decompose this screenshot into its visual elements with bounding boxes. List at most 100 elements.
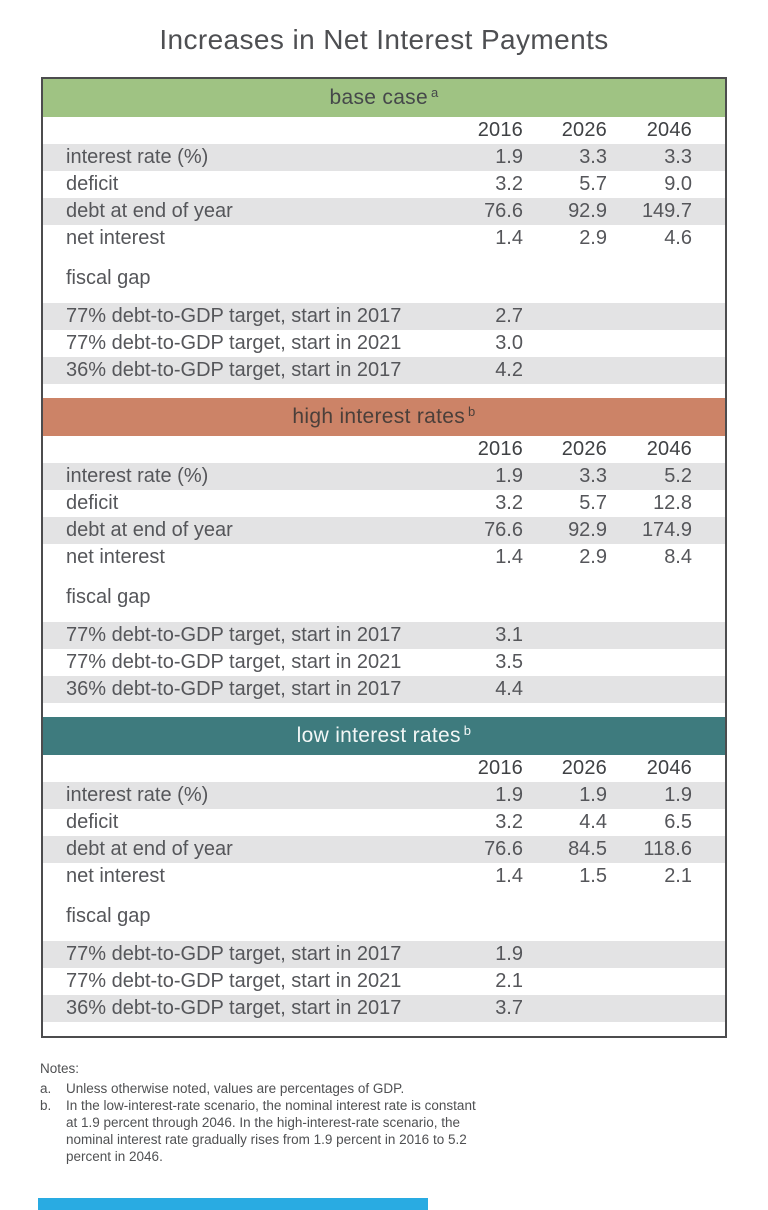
column-header-year: 2046 xyxy=(646,438,692,460)
cell-value: 6.5 xyxy=(664,811,692,833)
cell-value: 2.9 xyxy=(579,227,607,249)
note-text: In the low-interest-rate scenario, the n… xyxy=(66,1098,476,1164)
table-row: interest rate (%) 1.9 3.3 3.3 xyxy=(43,144,725,171)
table-row: interest rate (%) 1.9 3.3 5.2 xyxy=(43,463,725,490)
page-title: Increases in Net Interest Payments xyxy=(159,24,609,55)
section-header-label: base case xyxy=(329,86,428,109)
row-label: debt at end of year xyxy=(66,200,233,222)
table-row: 36% debt-to-GDP target, start in 2017 4.2 xyxy=(43,357,725,384)
column-header-year: 2046 xyxy=(646,119,692,141)
table-row: 36% debt-to-GDP target, start in 2017 4.4 xyxy=(43,676,725,703)
spacer xyxy=(43,571,725,584)
table-row: 36% debt-to-GDP target, start in 2017 3.7 xyxy=(43,995,725,1022)
note-text: Unless otherwise noted, values are perce… xyxy=(66,1081,405,1096)
section-header-label: low interest rates xyxy=(296,724,461,747)
column-header-year: 2026 xyxy=(561,119,607,141)
cell-value: 1.9 xyxy=(495,146,523,168)
year-header-row: 2016 2026 2046 xyxy=(43,755,725,782)
section-header-superscript: b xyxy=(463,722,472,738)
subhead-label: fiscal gap xyxy=(66,267,151,289)
row-label: 77% debt-to-GDP target, start in 2017 xyxy=(66,943,402,965)
cell-value: 92.9 xyxy=(568,519,607,541)
cell-value: 3.0 xyxy=(495,332,523,354)
table-row: 77% debt-to-GDP target, start in 2021 2.1 xyxy=(43,968,725,995)
cell-value: 1.4 xyxy=(495,227,523,249)
table-row: 77% debt-to-GDP target, start in 2017 3.1 xyxy=(43,622,725,649)
table-row: debt at end of year 76.6 92.9 174.9 xyxy=(43,517,725,544)
note-marker: b. xyxy=(40,1098,52,1113)
fiscal-gap-subhead: fiscal gap xyxy=(43,584,725,611)
cell-value: 1.9 xyxy=(495,943,523,965)
cell-value: 5.7 xyxy=(579,173,607,195)
section-header-base-case: base case a xyxy=(43,79,725,117)
spacer xyxy=(43,611,725,622)
row-label: debt at end of year xyxy=(66,519,233,541)
table-row: net interest 1.4 2.9 8.4 xyxy=(43,544,725,571)
fiscal-gap-subhead: fiscal gap xyxy=(43,265,725,292)
spacer xyxy=(43,384,725,398)
row-label: deficit xyxy=(66,492,119,514)
section-header-label: high interest rates xyxy=(292,405,466,428)
column-header-year: 2016 xyxy=(477,438,523,460)
cell-value: 3.2 xyxy=(495,492,523,514)
cell-value: 1.9 xyxy=(579,784,607,806)
cell-value: 118.6 xyxy=(643,838,692,860)
cell-value: 174.9 xyxy=(641,519,692,541)
cell-value: 2.1 xyxy=(664,865,692,887)
row-label: 77% debt-to-GDP target, start in 2021 xyxy=(66,651,402,673)
row-label: net interest xyxy=(66,227,165,249)
table-row: debt at end of year 76.6 84.5 118.6 xyxy=(43,836,725,863)
cell-value: 3.7 xyxy=(495,997,523,1019)
column-header-year: 2016 xyxy=(477,757,523,779)
row-label: 36% debt-to-GDP target, start in 2017 xyxy=(66,678,402,700)
table-row: 77% debt-to-GDP target, start in 2017 1.9 xyxy=(43,941,725,968)
cell-value: 5.2 xyxy=(664,465,692,487)
year-header-row: 2016 2026 2046 xyxy=(43,436,725,463)
cell-value: 149.7 xyxy=(641,200,692,222)
table-row: 77% debt-to-GDP target, start in 2017 2.7 xyxy=(43,303,725,330)
cell-value: 5.7 xyxy=(579,492,607,514)
row-label: 36% debt-to-GDP target, start in 2017 xyxy=(66,997,402,1019)
spacer xyxy=(43,703,725,717)
spacer xyxy=(43,292,725,303)
cell-value: 76.6 xyxy=(484,838,523,860)
cell-value: 84.5 xyxy=(568,838,607,860)
cell-value: 12.8 xyxy=(653,492,692,514)
section-header-low-interest-rates: low interest rates b xyxy=(43,717,725,755)
cell-value: 1.9 xyxy=(664,784,692,806)
row-label: net interest xyxy=(66,546,165,568)
net-interest-table: base case a 2016 2026 2046 interest rate (%) 1… xyxy=(41,77,727,1038)
table-row: deficit 3.2 5.7 9.0 xyxy=(43,171,725,198)
row-label: 77% debt-to-GDP target, start in 2017 xyxy=(66,305,402,327)
cell-value: 3.5 xyxy=(495,651,523,673)
cell-value: 3.3 xyxy=(579,465,607,487)
table-row: net interest 1.4 2.9 4.6 xyxy=(43,225,725,252)
table-row: deficit 3.2 4.4 6.5 xyxy=(43,809,725,836)
column-header-year: 2016 xyxy=(477,119,523,141)
cell-value: 3.2 xyxy=(495,173,523,195)
cell-value: 4.4 xyxy=(579,811,607,833)
spacer xyxy=(43,252,725,265)
row-label: 77% debt-to-GDP target, start in 2021 xyxy=(66,332,402,354)
cell-value: 76.6 xyxy=(484,200,523,222)
cell-value: 9.0 xyxy=(664,173,692,195)
cell-value: 4.4 xyxy=(495,678,523,700)
table-row: interest rate (%) 1.9 1.9 1.9 xyxy=(43,782,725,809)
cell-value: 4.2 xyxy=(495,359,523,381)
cell-value: 1.5 xyxy=(579,865,607,887)
cell-value: 1.4 xyxy=(495,865,523,887)
row-label: 77% debt-to-GDP target, start in 2017 xyxy=(66,624,402,646)
cell-value: 3.3 xyxy=(664,146,692,168)
row-label: 36% debt-to-GDP target, start in 2017 xyxy=(66,359,402,381)
notes-heading: Notes: xyxy=(40,1061,80,1076)
cell-value: 3.1 xyxy=(495,624,523,646)
table-row: net interest 1.4 1.5 2.1 xyxy=(43,863,725,890)
spacer xyxy=(43,890,725,903)
row-label: deficit xyxy=(66,811,119,833)
subhead-label: fiscal gap xyxy=(66,905,151,927)
fiscal-gap-subhead: fiscal gap xyxy=(43,903,725,930)
section-header-high-interest-rates: high interest rates b xyxy=(43,398,725,436)
section-header-superscript: a xyxy=(430,84,439,100)
cell-value: 4.6 xyxy=(664,227,692,249)
section-header-superscript: b xyxy=(468,403,476,419)
